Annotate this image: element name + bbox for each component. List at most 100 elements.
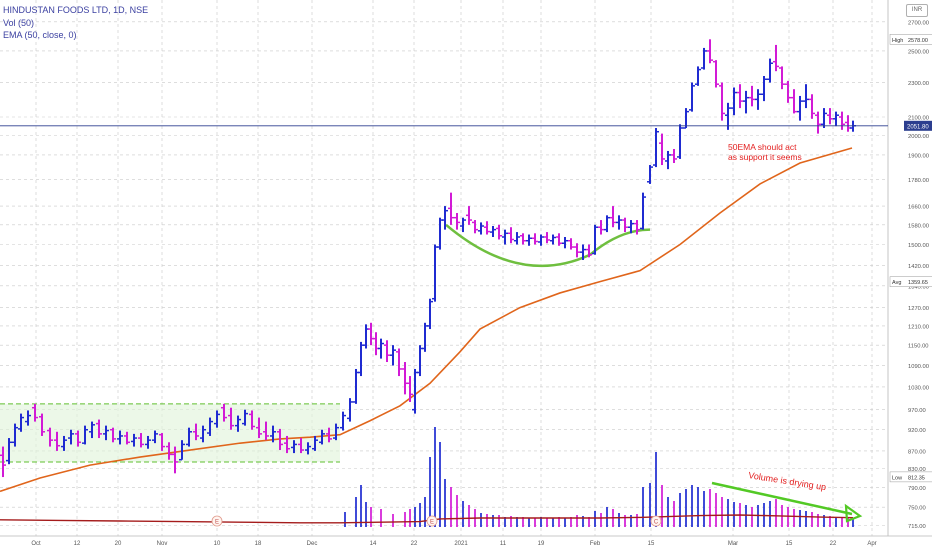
ohlc-bar [47, 427, 53, 447]
volume-bar [492, 515, 494, 527]
volume-bar [630, 515, 632, 527]
x-tick-label: Oct [31, 541, 41, 547]
ohlc-bar [815, 111, 821, 134]
price-axis-bg [888, 0, 932, 550]
ohlc-bar [427, 298, 433, 330]
ohlc-bar [172, 446, 178, 474]
y-tick-label: 1030.00 [908, 385, 929, 391]
ohlc-bar [319, 429, 325, 445]
volume-bar [564, 518, 566, 527]
price-marker-value: 2578.00 [908, 38, 928, 44]
ohlc-bar [124, 431, 130, 445]
volume-bar [618, 513, 620, 527]
volume-bar [439, 442, 441, 527]
volume-bar [600, 513, 602, 527]
price-marker-box [889, 34, 932, 45]
ohlc-bar [437, 217, 443, 250]
ohlc-bar [803, 84, 809, 109]
ohlc-bar [145, 435, 151, 449]
x-tick-label: 22 [411, 541, 418, 547]
ohlc-bar [526, 234, 532, 246]
ohlc-bar [622, 217, 628, 233]
volume-bar [624, 515, 626, 527]
x-tick-label: Dec [307, 541, 318, 547]
cup-pattern-arc [445, 223, 651, 268]
annotation-volume-drying: Volume is drying up [748, 470, 827, 492]
volume-bar [546, 518, 548, 527]
ohlc-bar [82, 425, 88, 445]
x-tick-label: 22 [830, 541, 837, 547]
ohlc-bar [454, 213, 460, 230]
ohlc-bar [604, 215, 610, 233]
y-tick-label: 1210.00 [908, 324, 929, 330]
volume-bar [528, 518, 530, 527]
x-tick-label: 14 [370, 541, 377, 547]
ohlc-bar [422, 322, 428, 352]
ohlc-bar [340, 411, 346, 431]
ohlc-bar [363, 324, 369, 349]
ohlc-bar [707, 39, 713, 64]
ohlc-bar [277, 428, 283, 451]
volume-legend: Vol (50) [3, 18, 35, 28]
ohlc-bar [442, 206, 448, 230]
volume-bar [823, 515, 825, 527]
ohlc-bar [6, 438, 12, 465]
price-marker-label: Avg [892, 280, 901, 286]
ohlc-bar [249, 410, 255, 430]
ohlc-bar [671, 148, 677, 163]
volume-bar [721, 497, 723, 527]
volume-bar [594, 511, 596, 527]
x-tick-label: 10 [214, 541, 221, 547]
ohlc-bar [407, 376, 413, 402]
annotation-ema-support-line2: as support it seems [728, 152, 802, 162]
ohlc-bar [532, 233, 538, 245]
volume-bar [835, 517, 837, 527]
ohlc-bar [466, 206, 472, 225]
y-tick-label: 1150.00 [908, 344, 929, 350]
ohlc-bar [821, 108, 827, 128]
ohlc-bar [568, 238, 574, 250]
ohlc-bar [472, 220, 478, 234]
volume-bar [522, 517, 524, 527]
volume-bar [829, 516, 831, 527]
volume-bar [751, 507, 753, 527]
ohlc-bar [417, 345, 423, 377]
ohlc-bar [550, 234, 556, 245]
volume-bar [685, 489, 687, 527]
currency-badge[interactable]: INR [906, 4, 928, 17]
ohlc-bar [193, 423, 199, 441]
y-tick-label: 970.00 [908, 408, 926, 414]
ohlc-bar [484, 221, 490, 235]
price-marker-value: 1359.65 [908, 280, 928, 286]
ohlc-bar [96, 419, 102, 439]
event-marker [211, 515, 223, 527]
ohlc-bar [312, 435, 318, 451]
ohlc-bar [200, 425, 206, 443]
ohlc-bar [845, 115, 851, 132]
ohlc-bar [779, 66, 785, 90]
ohlc-bar [284, 435, 290, 454]
volume-bar [365, 502, 367, 527]
ohlc-bar [797, 95, 803, 121]
ohlc-bar [390, 345, 396, 366]
ohlc-bar [520, 233, 526, 245]
volume-bar [462, 501, 464, 527]
price-marker-label: High [892, 38, 903, 44]
ohlc-bar [432, 244, 438, 302]
ohlc-bar [68, 429, 74, 445]
price-marker-value: 812.35 [908, 475, 925, 481]
ohlc-bar [514, 232, 520, 245]
ohlc-bar [186, 427, 192, 447]
volume-bar [606, 507, 608, 527]
ohlc-bar [54, 431, 60, 451]
ohlc-bar [761, 76, 767, 102]
y-tick-label: 715.00 [908, 524, 926, 530]
ohlc-bar [628, 220, 634, 234]
price-marker-label: Low [892, 475, 902, 481]
volume-bar [404, 512, 406, 527]
ohlc-bar [333, 423, 339, 441]
ohlc-bar [695, 66, 701, 86]
ohlc-bar [737, 84, 743, 109]
ohlc-bar [235, 415, 241, 432]
